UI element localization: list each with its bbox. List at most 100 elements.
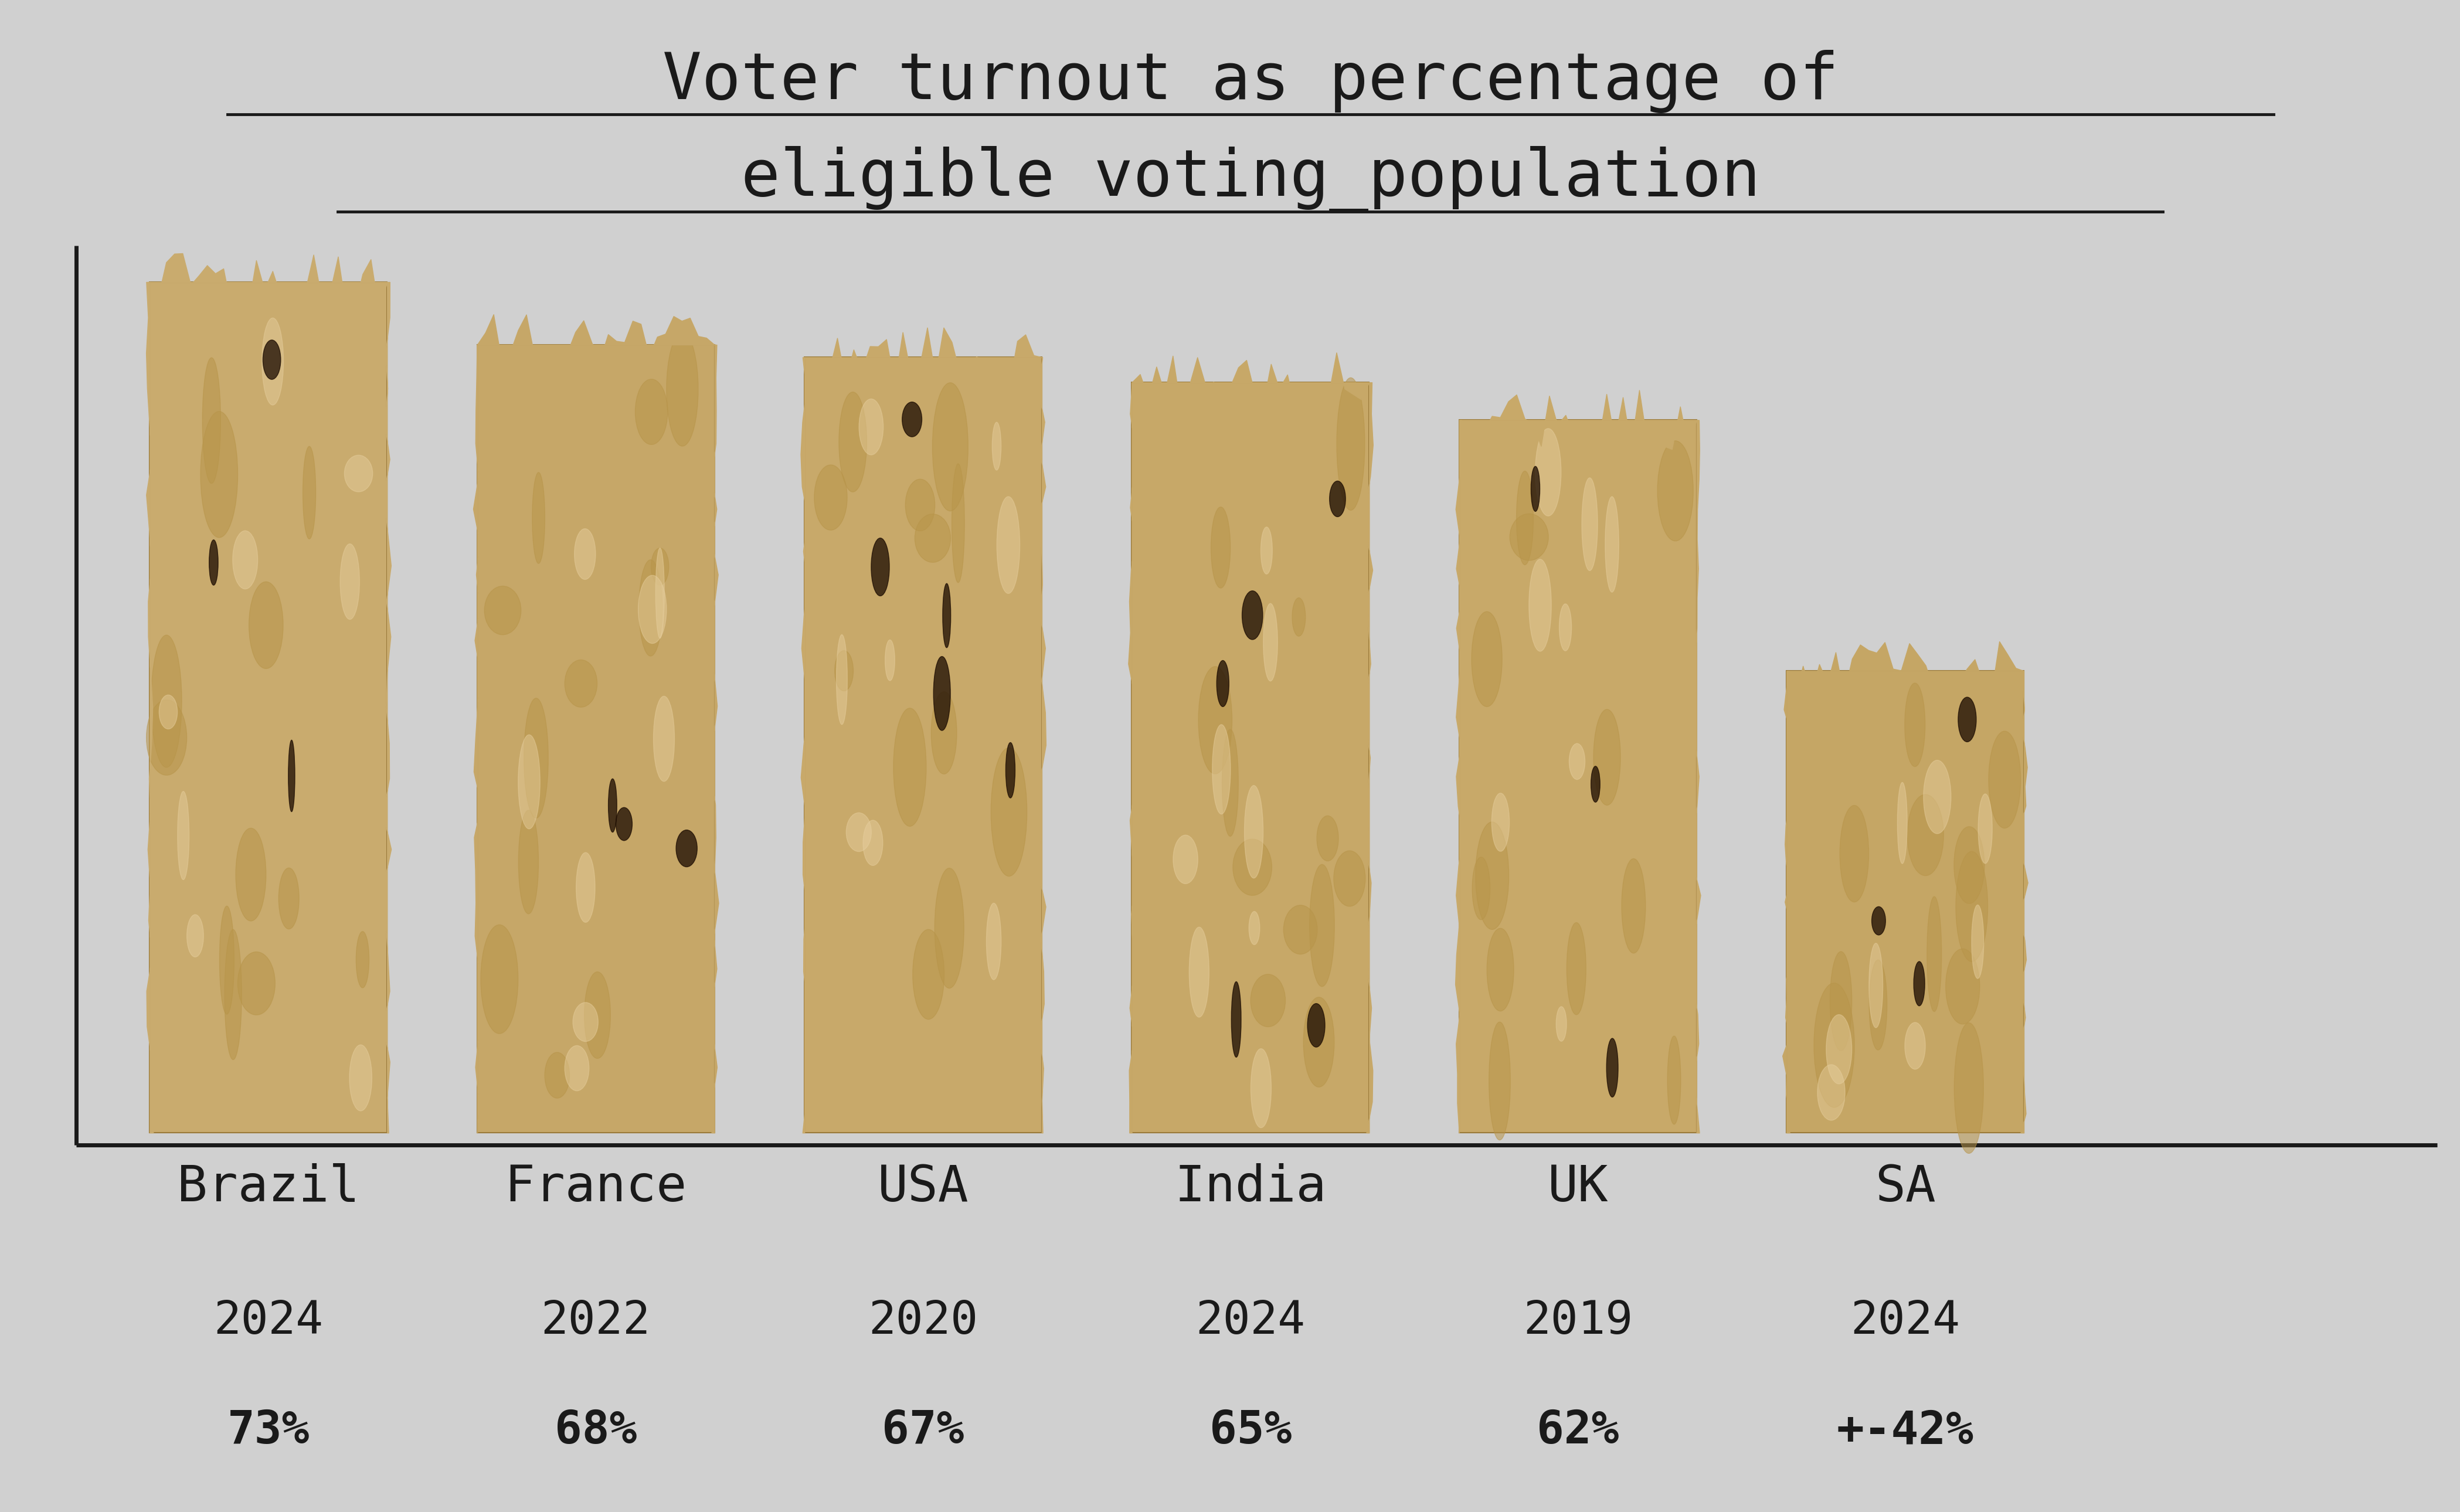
Ellipse shape xyxy=(1904,1022,1926,1069)
Ellipse shape xyxy=(1658,442,1692,541)
Ellipse shape xyxy=(1250,912,1260,945)
Ellipse shape xyxy=(1476,823,1508,930)
Ellipse shape xyxy=(1515,472,1533,565)
Ellipse shape xyxy=(1173,835,1198,883)
Ellipse shape xyxy=(1870,943,1882,1028)
Ellipse shape xyxy=(1328,481,1346,517)
Ellipse shape xyxy=(576,853,595,922)
Ellipse shape xyxy=(1958,697,1975,742)
Ellipse shape xyxy=(1304,998,1333,1087)
Ellipse shape xyxy=(1510,514,1547,561)
Ellipse shape xyxy=(1486,928,1513,1012)
Ellipse shape xyxy=(1924,761,1951,833)
Ellipse shape xyxy=(1309,865,1333,986)
Ellipse shape xyxy=(871,538,891,596)
Ellipse shape xyxy=(1491,794,1510,851)
Ellipse shape xyxy=(1813,983,1855,1107)
Ellipse shape xyxy=(278,868,300,928)
Ellipse shape xyxy=(177,791,189,880)
Ellipse shape xyxy=(566,1046,588,1090)
Ellipse shape xyxy=(935,868,964,989)
Ellipse shape xyxy=(1284,906,1319,954)
Bar xyxy=(1459,420,1697,1132)
Text: 67%: 67% xyxy=(883,1408,964,1453)
Ellipse shape xyxy=(485,587,522,635)
Ellipse shape xyxy=(263,318,283,405)
Ellipse shape xyxy=(859,399,883,455)
Text: SA: SA xyxy=(1875,1163,1936,1211)
Text: India: India xyxy=(1173,1163,1326,1211)
Ellipse shape xyxy=(1250,1049,1272,1128)
Ellipse shape xyxy=(991,748,1026,877)
Ellipse shape xyxy=(1560,603,1572,650)
Text: France: France xyxy=(504,1163,686,1211)
Ellipse shape xyxy=(303,446,315,538)
Ellipse shape xyxy=(1567,922,1587,1015)
Ellipse shape xyxy=(1906,794,1943,875)
Ellipse shape xyxy=(234,531,258,590)
Ellipse shape xyxy=(1250,974,1287,1027)
Ellipse shape xyxy=(148,700,187,776)
Ellipse shape xyxy=(1946,948,1980,1024)
Ellipse shape xyxy=(1569,744,1584,780)
Ellipse shape xyxy=(1198,667,1232,774)
Ellipse shape xyxy=(1210,507,1230,588)
Ellipse shape xyxy=(1953,827,1985,904)
Text: 2019: 2019 xyxy=(1523,1299,1633,1344)
Ellipse shape xyxy=(1262,528,1272,575)
Ellipse shape xyxy=(915,514,950,562)
Ellipse shape xyxy=(339,544,359,620)
Ellipse shape xyxy=(814,464,846,531)
Ellipse shape xyxy=(1336,378,1365,510)
Ellipse shape xyxy=(1956,851,1988,962)
Ellipse shape xyxy=(657,547,664,638)
Ellipse shape xyxy=(1825,1015,1852,1084)
Ellipse shape xyxy=(1978,794,1993,863)
Ellipse shape xyxy=(150,635,182,768)
Ellipse shape xyxy=(1606,1039,1619,1098)
Ellipse shape xyxy=(1306,1004,1326,1048)
Ellipse shape xyxy=(1872,907,1884,934)
Ellipse shape xyxy=(1471,611,1503,706)
Ellipse shape xyxy=(1592,767,1599,803)
Ellipse shape xyxy=(1213,724,1230,813)
Ellipse shape xyxy=(160,696,177,729)
Ellipse shape xyxy=(1594,709,1621,806)
Ellipse shape xyxy=(1818,1064,1845,1120)
Ellipse shape xyxy=(942,584,950,647)
Ellipse shape xyxy=(886,640,895,680)
Text: 2024: 2024 xyxy=(214,1299,322,1344)
Ellipse shape xyxy=(677,830,696,866)
Ellipse shape xyxy=(187,915,204,957)
Ellipse shape xyxy=(1488,1022,1510,1140)
Text: 73%: 73% xyxy=(226,1408,310,1453)
Ellipse shape xyxy=(1188,927,1208,1018)
Ellipse shape xyxy=(1606,496,1619,593)
Ellipse shape xyxy=(903,402,922,437)
Text: 2020: 2020 xyxy=(868,1299,979,1344)
Ellipse shape xyxy=(344,455,374,491)
Ellipse shape xyxy=(519,810,539,913)
Bar xyxy=(804,357,1041,1132)
Ellipse shape xyxy=(893,708,927,826)
Ellipse shape xyxy=(608,779,617,832)
Ellipse shape xyxy=(1218,661,1230,706)
Ellipse shape xyxy=(667,333,699,446)
Ellipse shape xyxy=(573,1002,598,1042)
Ellipse shape xyxy=(991,422,1001,470)
Ellipse shape xyxy=(1621,859,1646,953)
Ellipse shape xyxy=(480,925,519,1034)
Bar xyxy=(150,283,386,1132)
Ellipse shape xyxy=(652,547,669,585)
Ellipse shape xyxy=(248,582,283,668)
Ellipse shape xyxy=(349,1045,371,1111)
Ellipse shape xyxy=(357,931,369,987)
Ellipse shape xyxy=(1897,782,1906,863)
Text: 2022: 2022 xyxy=(541,1299,649,1344)
Text: 62%: 62% xyxy=(1538,1408,1619,1453)
Ellipse shape xyxy=(573,529,595,579)
Ellipse shape xyxy=(1245,785,1262,878)
Ellipse shape xyxy=(585,972,610,1058)
Bar xyxy=(1786,671,2025,1132)
Ellipse shape xyxy=(1904,683,1926,767)
